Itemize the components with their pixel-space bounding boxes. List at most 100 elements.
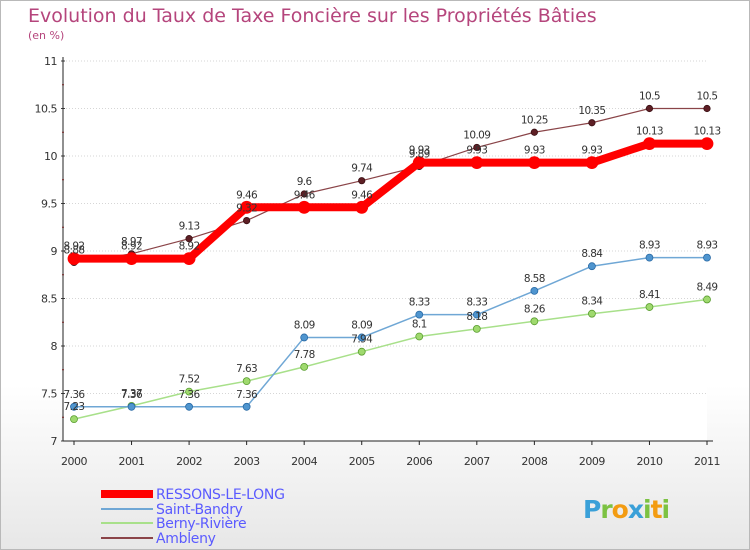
data-point xyxy=(127,402,136,411)
data-point xyxy=(300,190,308,198)
x-tick-label: 2003 xyxy=(234,455,260,468)
data-point xyxy=(297,200,311,214)
logo-letter: r xyxy=(600,495,613,524)
x-tick-label: 2007 xyxy=(464,455,490,468)
data-point xyxy=(358,177,366,185)
data-point xyxy=(243,217,251,225)
data-label: 8.93 xyxy=(697,240,718,252)
x-tick-label: 2009 xyxy=(579,455,605,468)
y-tick-label: 7 xyxy=(51,435,58,448)
data-point xyxy=(645,303,654,311)
data-label: 8.84 xyxy=(581,248,603,260)
data-point xyxy=(472,324,481,333)
data-point xyxy=(703,253,711,262)
data-point xyxy=(473,143,481,152)
y-tick-label: 9.5 xyxy=(41,198,57,211)
data-point xyxy=(300,362,309,371)
data-label: 8.88 xyxy=(64,244,85,256)
logo-letter: o xyxy=(612,495,629,524)
y-tick-label: 7.5 xyxy=(41,388,57,401)
data-point xyxy=(70,402,78,411)
series-line xyxy=(74,256,707,408)
logo-letter: i xyxy=(662,495,670,524)
logo-letter: t xyxy=(651,495,663,524)
data-label: 10.13 xyxy=(636,126,663,138)
data-point xyxy=(185,235,193,243)
data-label: 7.36 xyxy=(64,389,86,401)
data-label: 8.09 xyxy=(294,319,315,331)
data-point xyxy=(530,317,539,326)
data-point xyxy=(240,200,254,214)
data-point xyxy=(412,156,426,170)
series-line xyxy=(73,298,708,420)
data-point xyxy=(588,309,596,318)
y-tick-label: 8.5 xyxy=(41,293,57,306)
data-label: 7.36 xyxy=(121,389,143,401)
legend-label: RESSONS-LE-LONG xyxy=(156,487,285,503)
y-tick-label: 9 xyxy=(51,245,58,258)
y-tick-label: 8 xyxy=(51,340,58,353)
series-line xyxy=(73,107,707,263)
data-point xyxy=(67,252,81,266)
data-label: 7.23 xyxy=(64,401,85,413)
x-tick-label: 2004 xyxy=(291,455,317,468)
data-label: 8.33 xyxy=(409,297,430,309)
data-label: 10.09 xyxy=(463,129,490,141)
legend-label: Berny-Rivière xyxy=(156,516,246,532)
data-point xyxy=(585,156,599,170)
data-label: 7.37 xyxy=(121,388,142,400)
data-point xyxy=(472,310,481,319)
series-ressons-le-long xyxy=(67,137,714,266)
x-tick-label: 2008 xyxy=(521,455,547,468)
data-label: 9.13 xyxy=(179,221,200,233)
data-label: 9.46 xyxy=(294,189,316,201)
x-tick-label: 2001 xyxy=(119,455,145,468)
data-label: 9.93 xyxy=(466,145,487,157)
data-label: 8.93 xyxy=(639,240,660,252)
logo-letter: i xyxy=(643,495,651,524)
data-point xyxy=(415,310,424,319)
data-point xyxy=(588,119,596,127)
data-label: 9.46 xyxy=(351,189,373,201)
legend-label: Saint-Bandry xyxy=(156,502,243,518)
data-label: 9.6 xyxy=(297,176,313,188)
x-tick-label: 2006 xyxy=(406,455,432,468)
data-label: 8.41 xyxy=(639,289,660,301)
data-point xyxy=(643,137,656,151)
series-line xyxy=(74,139,707,263)
data-label: 10.35 xyxy=(578,105,605,117)
data-label: 7.36 xyxy=(236,389,258,401)
data-label: 8.92 xyxy=(121,241,142,253)
data-point xyxy=(530,286,539,295)
data-label: 8.97 xyxy=(121,236,142,248)
data-label: 10.25 xyxy=(521,114,548,126)
data-point xyxy=(530,128,538,136)
data-label: 8.26 xyxy=(524,303,546,315)
data-point xyxy=(182,252,196,266)
data-point xyxy=(703,295,711,304)
data-label: 7.78 xyxy=(294,349,315,361)
legend-label: Ambleny xyxy=(156,531,216,547)
data-label: 9.46 xyxy=(236,189,258,201)
data-label: 9.74 xyxy=(351,163,373,175)
data-label: 8.18 xyxy=(466,311,487,323)
data-point xyxy=(527,156,541,170)
x-tick-label: 2010 xyxy=(636,455,662,468)
logo-letter: P xyxy=(583,495,601,524)
data-label: 10.5 xyxy=(639,91,660,103)
data-point xyxy=(355,200,369,214)
data-point xyxy=(415,332,424,341)
data-point xyxy=(242,377,251,386)
data-label: 8.92 xyxy=(179,241,200,253)
data-point xyxy=(300,333,309,342)
data-point xyxy=(645,253,654,262)
data-label: 8.58 xyxy=(524,273,545,285)
proxiti-logo: Proxiti xyxy=(583,495,669,524)
y-tick-label: 10 xyxy=(44,150,57,163)
data-label: 9.93 xyxy=(524,145,545,157)
data-label: 7.94 xyxy=(351,334,373,346)
data-label: 10.5 xyxy=(697,91,718,103)
data-point xyxy=(185,387,193,396)
data-point xyxy=(588,262,596,271)
